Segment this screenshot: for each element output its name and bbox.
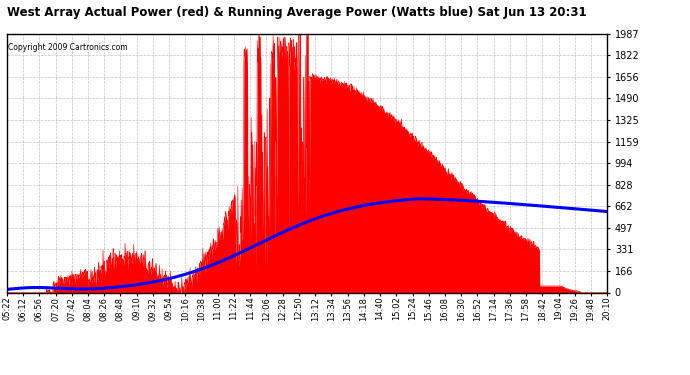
Text: Copyright 2009 Cartronics.com: Copyright 2009 Cartronics.com (8, 43, 128, 52)
Text: West Array Actual Power (red) & Running Average Power (Watts blue) Sat Jun 13 20: West Array Actual Power (red) & Running … (7, 6, 586, 19)
